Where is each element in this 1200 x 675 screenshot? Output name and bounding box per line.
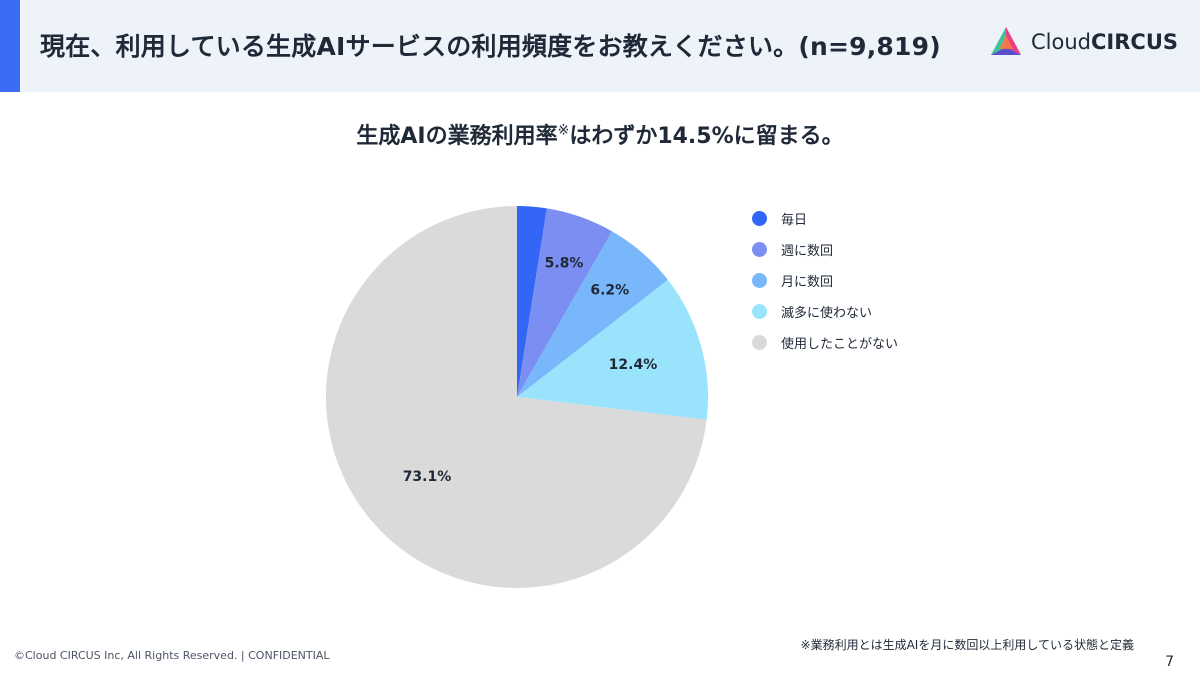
pie-slice-label-3: 12.4% — [609, 357, 658, 373]
legend-item-2: 月に数回 — [752, 265, 898, 296]
legend-swatch-2 — [752, 273, 767, 288]
legend-label-0: 毎日 — [781, 213, 808, 228]
legend-item-3: 滅多に使わない — [752, 296, 898, 327]
legend-swatch-4 — [752, 335, 767, 350]
header-accent-bar — [0, 0, 20, 92]
legend-label-3: 滅多に使わない — [781, 306, 873, 321]
pie-slice-0 — [517, 206, 547, 397]
pie-slice-4 — [325, 206, 707, 588]
footnote: ※業務利用とは生成AIを月に数回以上利用している状態と定義 — [800, 638, 1134, 652]
copyright: ©Cloud CIRCUS Inc, All Rights Reserved. … — [14, 649, 330, 662]
legend-label-2: 月に数回 — [781, 275, 834, 290]
legend-swatch-0 — [752, 211, 767, 226]
chart-title: 生成AIの業務利用率※はわずか14.5%に留まる。 — [356, 122, 844, 149]
legend-swatch-3 — [752, 304, 767, 319]
page-title: 現在、利用している生成AIサービスの利用頻度をお教えください。(n=9,819) — [40, 32, 941, 61]
chart-title-note-mark: ※ — [557, 122, 570, 139]
legend-label-4: 使用したことがない — [781, 337, 899, 352]
pie-slice-1 — [517, 208, 613, 397]
legend-label-1: 週に数回 — [781, 244, 834, 259]
legend-item-4: 使用したことがない — [752, 327, 898, 358]
legend-item-1: 週に数回 — [752, 234, 898, 265]
chart-legend: 毎日週に数回月に数回滅多に使わない使用したことがない — [752, 203, 898, 358]
pie-slice-label-2: 6.2% — [590, 282, 629, 298]
logo-text: CloudCIRCUS — [1031, 30, 1178, 54]
header-bar: 現在、利用している生成AIサービスの利用頻度をお教えください。(n=9,819)… — [0, 0, 1200, 92]
legend-item-0: 毎日 — [752, 203, 898, 234]
page-number: 7 — [1165, 654, 1174, 670]
legend-swatch-1 — [752, 242, 767, 257]
pie-slice-label-1: 5.8% — [545, 256, 584, 272]
cloud-circus-logo: CloudCIRCUS — [989, 25, 1178, 59]
pie-slice-3 — [517, 279, 708, 420]
cloud-circus-logo-icon — [991, 27, 1022, 55]
pie-slice-label-4: 73.1% — [403, 469, 452, 485]
pie-slice-2 — [517, 231, 668, 397]
